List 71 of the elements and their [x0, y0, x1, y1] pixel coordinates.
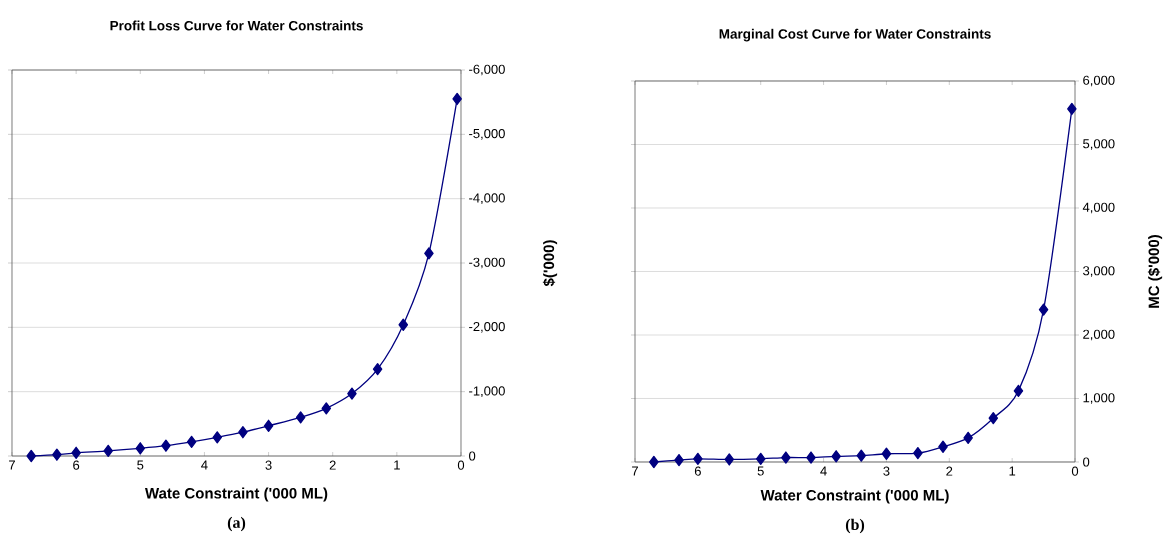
- x-tick-label: 0: [457, 460, 465, 470]
- point: [238, 426, 248, 439]
- y-tick-label: -1,000: [469, 386, 505, 398]
- point: [398, 318, 409, 331]
- point: [913, 446, 923, 460]
- point: [831, 450, 841, 463]
- point: [755, 452, 766, 465]
- y-tick-label: -3,000: [469, 257, 505, 269]
- point: [856, 449, 867, 462]
- point: [1013, 384, 1024, 398]
- y-axis-title: $('000): [542, 240, 558, 287]
- x-tick-label: 6: [73, 460, 80, 470]
- x-tick-label: 4: [820, 466, 827, 476]
- point: [295, 411, 306, 424]
- point: [103, 444, 113, 458]
- point: [186, 435, 197, 448]
- point: [452, 92, 462, 106]
- x-tick-label: 7: [9, 460, 15, 470]
- x-tick-label: 3: [883, 466, 890, 476]
- x-tick-label: 4: [201, 460, 208, 470]
- x-tick-label: 2: [946, 466, 953, 476]
- point: [26, 449, 37, 463]
- chart-title: Marginal Cost Curve for Water Constraints: [719, 28, 991, 42]
- point: [938, 440, 948, 453]
- y-tick-label: 6,000: [1083, 75, 1115, 87]
- text: (a): [227, 516, 246, 532]
- y-tick-label: 2,000: [1083, 329, 1115, 341]
- point: [212, 431, 223, 444]
- point: [424, 247, 434, 260]
- text: (b): [845, 518, 865, 534]
- point: [649, 455, 659, 469]
- x-tick-label: 5: [757, 466, 764, 476]
- x-axis-title: Wate Constraint ('000 ML): [145, 487, 328, 502]
- x-tick-label: 2: [329, 460, 336, 470]
- y-axis-title: MC ($'000): [1147, 235, 1163, 308]
- y-tick-label: 4,000: [1082, 202, 1115, 214]
- x-tick-label: 5: [137, 460, 144, 470]
- point: [693, 452, 703, 465]
- point: [1067, 102, 1077, 116]
- point: [263, 419, 274, 432]
- y-tick-label: 5,000: [1083, 139, 1115, 150]
- point: [724, 453, 735, 466]
- y-tick-label: -6,000: [469, 64, 505, 76]
- x-tick-label: 0: [1071, 466, 1079, 476]
- point: [781, 451, 791, 464]
- point: [988, 412, 999, 425]
- x-tick-label: 3: [265, 460, 272, 470]
- y-tick-label: 0: [469, 451, 476, 461]
- point: [321, 402, 332, 415]
- point: [52, 448, 62, 461]
- point: [674, 453, 684, 467]
- point: [347, 387, 357, 400]
- point: [161, 439, 171, 452]
- x-tick-label: 7: [632, 466, 638, 476]
- point: [881, 447, 892, 460]
- point: [963, 431, 973, 445]
- y-tick-label: 1,000: [1083, 393, 1115, 404]
- y-tick-label: -4,000: [469, 193, 505, 205]
- point: [1038, 303, 1049, 316]
- x-tick-label: 1: [394, 460, 400, 470]
- y-tick-label: 3,000: [1083, 266, 1115, 277]
- point: [135, 442, 146, 455]
- point: [71, 446, 81, 459]
- x-tick-label: 1: [1009, 466, 1016, 476]
- chart-title: Profit Loss Curve for Water Constraints: [110, 20, 363, 31]
- x-tick-label: 6: [694, 466, 701, 476]
- x-axis-title: Water Constraint ('000 ML): [760, 489, 949, 504]
- point: [806, 451, 816, 464]
- y-tick-label: -5,000: [469, 128, 505, 140]
- y-tick-label: -2,000: [469, 321, 505, 333]
- point: [372, 363, 383, 376]
